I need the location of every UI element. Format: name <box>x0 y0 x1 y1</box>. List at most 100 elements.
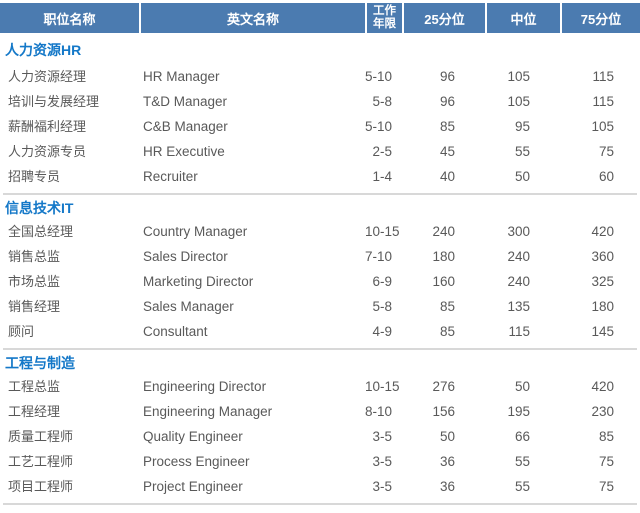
p25-value: 180 <box>432 249 455 264</box>
job-title-en: Marketing Director <box>143 274 254 289</box>
header-work-years-line1: 工作 <box>373 4 396 17</box>
work-years-value: 3-5 <box>372 454 392 469</box>
median-value: 55 <box>514 144 530 159</box>
median-value: 55 <box>514 454 530 469</box>
header-median: 中位 <box>485 3 560 33</box>
job-title-cn: 薪酬福利经理 <box>8 119 87 134</box>
table-row: 市场总监 Marketing Director 6-9 160 240 325 <box>0 269 640 294</box>
p25-value: 96 <box>439 69 455 84</box>
table-row: 项目工程师 Project Engineer 3-5 36 55 75 <box>0 474 640 499</box>
section-title-it: 信息技术IT <box>5 200 74 216</box>
p25-value: 276 <box>432 379 455 394</box>
table-row: 招聘专员 Recruiter 1-4 40 50 60 <box>0 164 640 189</box>
table-row: 人力资源经理 HR Manager 5-10 96 105 115 <box>0 64 640 89</box>
p75-value: 75 <box>598 479 614 494</box>
p75-value: 360 <box>591 249 614 264</box>
p75-value: 85 <box>598 429 614 444</box>
p25-value: 85 <box>439 299 455 314</box>
p75-value: 325 <box>591 274 614 289</box>
p25-value: 156 <box>432 404 455 419</box>
p75-value: 75 <box>598 454 614 469</box>
median-value: 55 <box>514 479 530 494</box>
median-value: 50 <box>514 379 530 394</box>
median-value: 240 <box>507 274 530 289</box>
median-value: 105 <box>507 69 530 84</box>
p25-value: 240 <box>432 224 455 239</box>
section-title-hr: 人力资源HR <box>5 42 82 58</box>
work-years-value: 8-10 <box>365 404 393 419</box>
work-years-value: 5-10 <box>365 69 393 84</box>
p75-value: 420 <box>591 224 614 239</box>
header-job-title-cn: 职位名称 <box>43 11 96 27</box>
p25-value: 85 <box>439 324 455 339</box>
p75-value: 145 <box>591 324 614 339</box>
job-title-cn: 项目工程师 <box>8 479 74 494</box>
job-title-cn: 人力资源经理 <box>8 69 87 84</box>
work-years-value: 1-4 <box>372 169 392 184</box>
work-years-value: 5-8 <box>372 299 392 314</box>
job-title-en: Quality Engineer <box>143 429 243 444</box>
p25-value: 40 <box>439 169 455 184</box>
section-divider <box>3 193 637 195</box>
table-row: 全国总经理 Country Manager 10-15 240 300 420 <box>0 219 640 244</box>
table-header-row: 职位名称 英文名称 工作 年限 25分位 中位 75分位 <box>0 3 640 33</box>
median-value: 66 <box>514 429 530 444</box>
section-divider <box>3 503 637 505</box>
table-row: 销售总监 Sales Director 7-10 180 240 360 <box>0 244 640 269</box>
job-title-en: Engineering Director <box>143 379 267 394</box>
section-rows-it: 全国总经理 Country Manager 10-15 240 300 420 … <box>0 219 640 344</box>
work-years-value: 3-5 <box>372 479 392 494</box>
p25-value: 36 <box>439 479 455 494</box>
job-title-en: HR Manager <box>143 69 220 84</box>
job-title-cn: 招聘专员 <box>8 169 61 184</box>
work-years-value: 3-5 <box>372 429 392 444</box>
job-title-en: C&B Manager <box>143 119 228 134</box>
p75-value: 105 <box>591 119 614 134</box>
table-row: 工程经理 Engineering Manager 8-10 156 195 23… <box>0 399 640 424</box>
job-title-cn: 销售总监 <box>8 249 61 264</box>
median-value: 195 <box>507 404 530 419</box>
job-title-cn: 人力资源专员 <box>8 144 87 159</box>
p75-value: 230 <box>591 404 614 419</box>
job-title-en: Engineering Manager <box>143 404 273 419</box>
work-years-value: 4-9 <box>372 324 392 339</box>
job-title-cn: 全国总经理 <box>8 224 74 239</box>
work-years-value: 10-15 <box>365 224 400 239</box>
job-title-en: Sales Manager <box>143 299 234 314</box>
job-title-cn: 顾问 <box>8 324 35 339</box>
p75-value: 115 <box>592 69 614 84</box>
header-p75: 75分位 <box>560 3 640 33</box>
job-title-en: Project Engineer <box>143 479 243 494</box>
table-row: 薪酬福利经理 C&B Manager 5-10 85 95 105 <box>0 114 640 139</box>
job-title-en: Process Engineer <box>143 454 250 469</box>
table-row: 质量工程师 Quality Engineer 3-5 50 66 85 <box>0 424 640 449</box>
table-row: 销售经理 Sales Manager 5-8 85 135 180 <box>0 294 640 319</box>
job-title-en: HR Executive <box>143 144 225 159</box>
p75-value: 75 <box>598 144 614 159</box>
header-work-years: 工作 年限 <box>365 3 402 33</box>
job-title-cn: 工程总监 <box>8 379 61 394</box>
section-rows-engineering: 工程总监 Engineering Director 10-15 276 50 4… <box>0 374 640 499</box>
median-value: 105 <box>507 94 530 109</box>
median-value: 50 <box>514 169 530 184</box>
median-value: 115 <box>508 324 530 339</box>
job-title-cn: 工艺工程师 <box>8 454 74 469</box>
work-years-value: 2-5 <box>372 144 392 159</box>
median-value: 95 <box>514 119 530 134</box>
job-title-en: Consultant <box>143 324 208 339</box>
work-years-value: 7-10 <box>365 249 393 264</box>
job-title-cn: 培训与发展经理 <box>8 94 100 109</box>
header-job-title-en: 英文名称 <box>139 3 365 33</box>
p75-value: 60 <box>598 169 614 184</box>
section-title-engineering: 工程与制造 <box>5 355 75 371</box>
table-row: 顾问 Consultant 4-9 85 115 145 <box>0 319 640 344</box>
table-row: 人力资源专员 HR Executive 2-5 45 55 75 <box>0 139 640 164</box>
work-years-value: 10-15 <box>365 379 400 394</box>
job-title-en: Country Manager <box>143 224 248 239</box>
header-p25: 25分位 <box>402 3 485 33</box>
job-title-en: Sales Director <box>143 249 228 264</box>
p25-value: 50 <box>439 429 455 444</box>
median-value: 240 <box>507 249 530 264</box>
job-title-en: T&D Manager <box>143 94 228 109</box>
section-divider <box>3 348 637 350</box>
